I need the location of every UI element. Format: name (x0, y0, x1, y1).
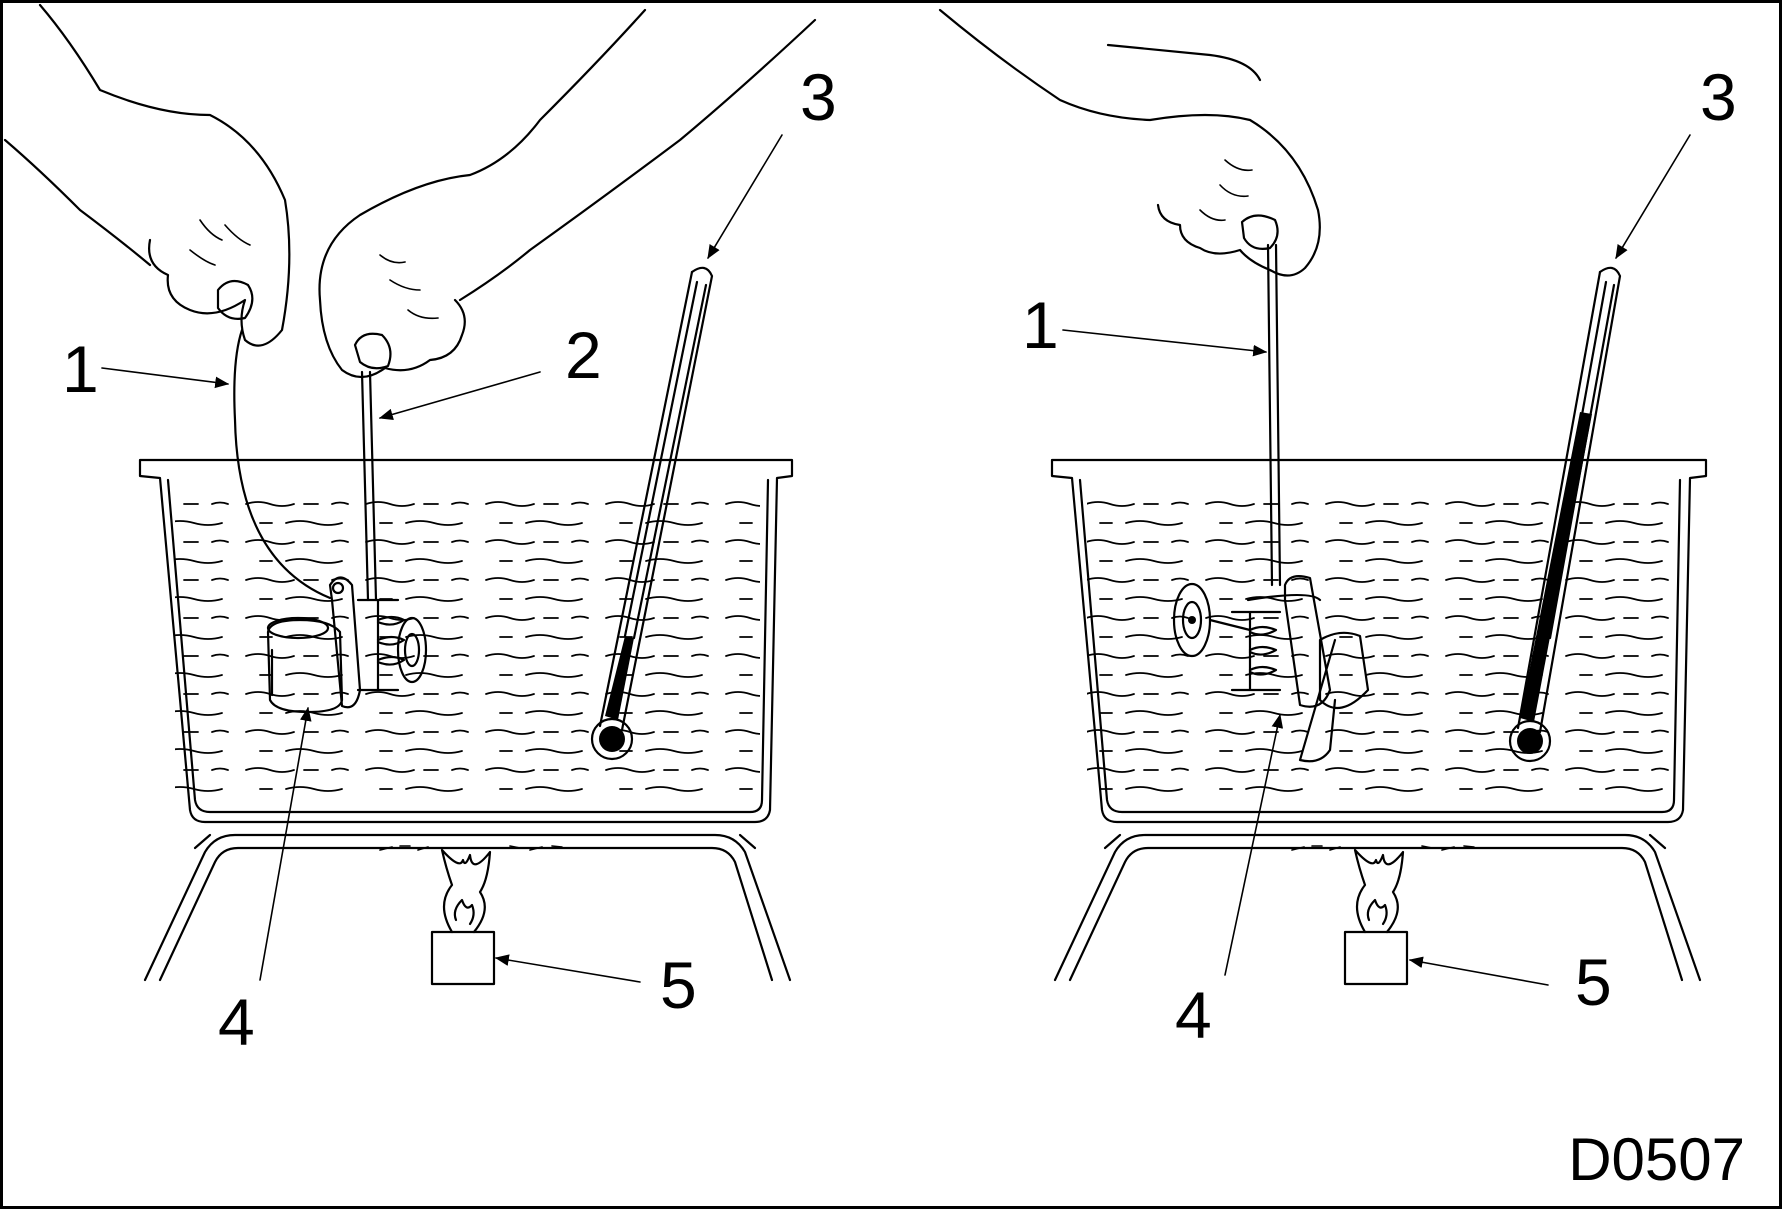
leader-left-3 (707, 134, 783, 259)
right-pot (1050, 458, 1708, 824)
left-stand (143, 833, 792, 982)
right-thermostat (1172, 575, 1370, 763)
left-string-1 (233, 328, 332, 600)
left-burner (379, 845, 563, 986)
right-label-5: 5 (1575, 945, 1612, 1019)
right-thermometer (1508, 266, 1622, 763)
right-burner (1291, 845, 1475, 986)
left-label-3: 3 (800, 60, 837, 134)
leader-right-3 (1615, 134, 1691, 259)
left-string-2 (360, 370, 378, 602)
left-label-1: 1 (62, 332, 99, 406)
left-label-5: 5 (660, 948, 697, 1022)
leader-left-2 (378, 371, 541, 421)
right-label-4: 4 (1175, 978, 1212, 1052)
leader-left-5 (494, 954, 641, 983)
right-label-1: 1 (1022, 288, 1059, 362)
left-hand-2 (318, 8, 817, 379)
leader-right-5 (1408, 956, 1549, 986)
figure-code: D0507 (1568, 1126, 1745, 1193)
leader-right-4 (1224, 713, 1284, 976)
right-hand (938, 8, 1321, 277)
right-label-3: 3 (1700, 60, 1737, 134)
right-panel: 1 3 4 5 (938, 8, 1737, 1052)
left-panel: 1 2 3 4 5 (3, 3, 837, 1059)
left-thermometer (590, 266, 714, 761)
left-label-2: 2 (565, 318, 602, 392)
left-thermostat (266, 576, 428, 714)
leader-left-1 (101, 367, 230, 389)
left-hand-1 (3, 3, 291, 347)
left-pot (138, 458, 794, 824)
leader-left-4 (259, 706, 312, 981)
right-string-1 (1266, 243, 1282, 587)
left-label-4: 4 (218, 985, 255, 1059)
leader-right-1 (1062, 329, 1268, 357)
right-stand (1053, 833, 1702, 982)
